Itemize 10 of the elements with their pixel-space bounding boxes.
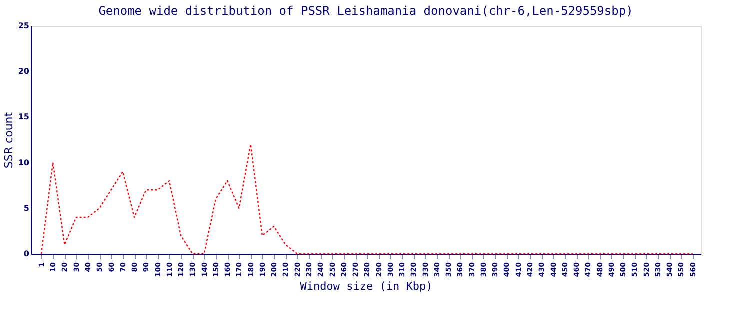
x-axis-title: Window size (in Kbp) <box>300 280 433 294</box>
y-tick-label: 15 <box>18 112 30 122</box>
chart-title: Genome wide distribution of PSSR Leishamania donovani(chr-6,Len-529559sbp) <box>98 4 634 18</box>
y-tick-label: 25 <box>18 22 30 30</box>
y-axis-title: SSR count <box>2 112 16 169</box>
y-tick-label: 5 <box>24 204 30 213</box>
y-tick-label: 0 <box>24 250 30 258</box>
y-tick-label: 10 <box>18 158 30 168</box>
line-series <box>40 144 694 255</box>
y-tick-label: 20 <box>18 67 30 76</box>
